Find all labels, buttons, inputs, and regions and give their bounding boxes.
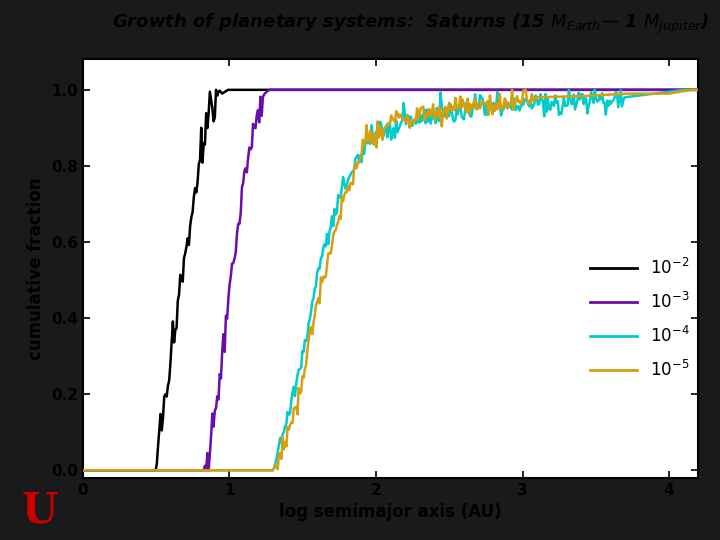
$10^{-5}$ (371, 131, 379, 137)
$10^{-4}$ (445, 113, 454, 119)
$10^{-4}$ (78, 467, 87, 474)
$10^{-2}$ (694, 86, 703, 93)
$10^{-2}$ (446, 86, 455, 93)
$10^{-3}$ (680, 86, 689, 93)
$10^{-3}$ (446, 86, 455, 93)
$10^{-5}$ (508, 86, 516, 93)
Line: $10^{-2}$: $10^{-2}$ (83, 90, 698, 470)
$10^{-4}$ (374, 124, 383, 131)
$10^{-5}$ (694, 86, 703, 93)
Text: Growth of planetary systems:  Saturns (15 $\mathit{M}_{Earth}$— 1 $\mathit{M}_{J: Growth of planetary systems: Saturns (15… (112, 12, 709, 36)
$10^{-5}$ (412, 117, 420, 124)
Line: $10^{-4}$: $10^{-4}$ (83, 90, 698, 470)
$10^{-2}$ (376, 86, 384, 93)
$10^{-4}$ (371, 132, 379, 138)
$10^{-3}$ (694, 86, 703, 93)
$10^{-5}$ (374, 134, 383, 141)
$10^{-4}$ (585, 103, 593, 110)
$10^{-3}$ (413, 86, 421, 93)
$10^{-3}$ (585, 86, 593, 93)
X-axis label: log semimajor axis (AU): log semimajor axis (AU) (279, 503, 502, 521)
$10^{-4}$ (564, 86, 573, 93)
$10^{-5}$ (680, 87, 689, 94)
Legend: $10^{-2}$, $10^{-3}$, $10^{-4}$, $10^{-5}$: $10^{-2}$, $10^{-3}$, $10^{-4}$, $10^{-5… (590, 258, 690, 380)
$10^{-3}$ (265, 86, 274, 93)
$10^{-3}$ (372, 86, 381, 93)
$10^{-5}$ (78, 467, 87, 474)
$10^{-2}$ (680, 86, 689, 93)
$10^{-3}$ (78, 467, 87, 474)
Text: U: U (22, 489, 58, 531)
$10^{-2}$ (212, 86, 220, 93)
Line: $10^{-3}$: $10^{-3}$ (83, 90, 698, 470)
$10^{-4}$ (694, 86, 703, 93)
Line: $10^{-5}$: $10^{-5}$ (83, 90, 698, 470)
$10^{-2}$ (413, 86, 421, 93)
Y-axis label: cumulative fraction: cumulative fraction (27, 178, 45, 360)
$10^{-4}$ (680, 86, 689, 93)
$10^{-5}$ (585, 92, 593, 99)
$10^{-3}$ (376, 86, 384, 93)
$10^{-5}$ (445, 99, 454, 106)
$10^{-2}$ (78, 467, 87, 474)
$10^{-4}$ (412, 120, 420, 127)
$10^{-2}$ (372, 86, 381, 93)
$10^{-2}$ (585, 86, 593, 93)
